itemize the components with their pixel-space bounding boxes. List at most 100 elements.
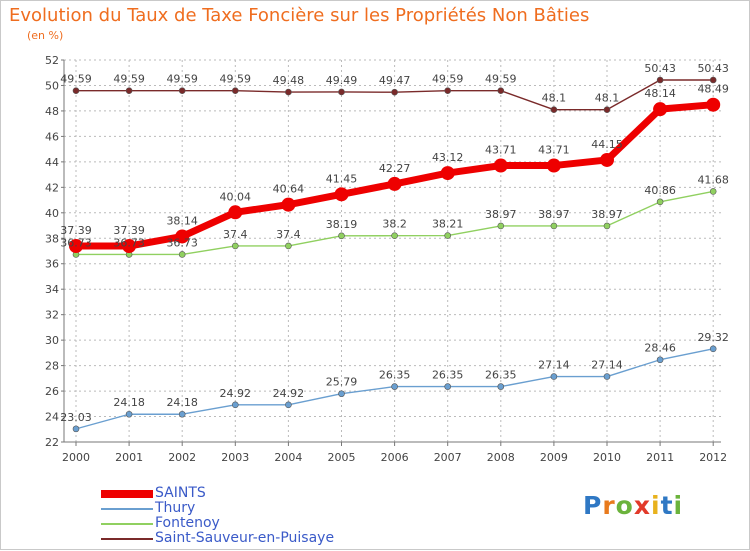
data-point-saint-sauveur-en-puisaye [178, 87, 186, 94]
data-label-saints: 37.39 [113, 224, 145, 237]
data-point-saints [387, 176, 402, 191]
data-point-thury [497, 383, 505, 390]
data-point-thury [709, 345, 717, 353]
y-tick-label: 38 [45, 232, 59, 245]
data-point-saints [653, 102, 668, 117]
legend-swatch [101, 490, 153, 498]
y-tick-label: 44 [45, 156, 59, 169]
data-point-saint-sauveur-en-puisaye [603, 106, 611, 113]
data-point-thury [125, 410, 133, 418]
data-label-fontenoy: 37.4 [276, 228, 301, 241]
logo-letter: i [673, 491, 684, 520]
data-label-saint-sauveur-en-puisaye: 49.59 [485, 73, 517, 86]
data-label-saints: 43.71 [538, 144, 570, 157]
data-point-fontenoy [656, 198, 664, 206]
data-point-fontenoy [338, 232, 345, 240]
data-label-saint-sauveur-en-puisaye: 49.47 [379, 74, 411, 87]
data-point-saints [440, 166, 455, 181]
data-label-saint-sauveur-en-puisaye: 49.59 [166, 73, 198, 86]
data-label-saint-sauveur-en-puisaye: 48.1 [595, 92, 620, 105]
data-label-thury: 24.18 [113, 396, 145, 409]
data-point-fontenoy [285, 242, 292, 250]
data-label-thury: 27.14 [538, 359, 570, 372]
x-tick-label: 2003 [221, 451, 249, 464]
data-point-saint-sauveur-en-puisaye [72, 87, 80, 94]
data-label-fontenoy: 38.97 [485, 208, 517, 221]
data-point-fontenoy [709, 188, 717, 195]
x-tick-label: 2005 [328, 451, 356, 464]
data-point-thury [232, 401, 239, 409]
data-point-fontenoy [497, 222, 505, 230]
data-point-fontenoy [444, 232, 452, 239]
data-label-fontenoy: 37.4 [223, 228, 248, 241]
logo-letter: x [633, 491, 651, 520]
data-point-saints [281, 197, 296, 212]
data-label-thury: 28.46 [644, 342, 676, 355]
data-label-thury: 29.32 [697, 331, 729, 344]
data-point-thury [550, 373, 558, 380]
data-point-saints [228, 205, 243, 220]
data-label-thury: 24.92 [273, 387, 305, 400]
data-point-thury [444, 383, 452, 390]
data-point-fontenoy [178, 251, 186, 258]
data-point-saint-sauveur-en-puisaye [391, 88, 398, 96]
x-tick-label: 2010 [593, 451, 621, 464]
y-tick-label: 30 [45, 334, 59, 347]
data-label-saints: 48.49 [697, 83, 729, 96]
data-point-saint-sauveur-en-puisaye [709, 76, 717, 84]
legend-swatch [101, 523, 153, 525]
data-point-saint-sauveur-en-puisaye [125, 87, 133, 94]
data-label-fontenoy: 36.73 [113, 236, 145, 249]
data-point-saints [122, 239, 137, 254]
data-label-saint-sauveur-en-puisaye: 50.43 [697, 62, 729, 75]
data-label-saint-sauveur-en-puisaye: 49.59 [220, 73, 252, 86]
x-tick-label: 2011 [646, 451, 674, 464]
data-point-saint-sauveur-en-puisaye [497, 87, 505, 94]
x-tick-label: 2012 [699, 451, 727, 464]
y-tick-label: 24 [45, 411, 59, 424]
data-label-saint-sauveur-en-puisaye: 49.59 [432, 73, 464, 86]
data-label-fontenoy: 36.73 [60, 236, 92, 249]
data-label-fontenoy: 38.21 [432, 218, 464, 231]
data-point-thury [656, 356, 664, 364]
x-tick-label: 2001 [115, 451, 143, 464]
data-label-saint-sauveur-en-puisaye: 48.1 [542, 92, 567, 105]
data-label-saints: 41.45 [326, 172, 358, 185]
y-tick-label: 32 [45, 309, 59, 322]
x-tick-label: 2004 [274, 451, 302, 464]
data-label-fontenoy: 38.2 [382, 218, 407, 231]
data-point-saint-sauveur-en-puisaye [285, 88, 292, 96]
y-tick-label: 50 [45, 79, 59, 92]
y-tick-label: 28 [45, 360, 59, 373]
data-point-thury [338, 390, 345, 398]
data-label-saint-sauveur-en-puisaye: 49.49 [326, 74, 358, 87]
data-label-thury: 24.18 [166, 396, 198, 409]
y-tick-label: 48 [45, 105, 59, 118]
data-point-thury [72, 425, 80, 433]
data-label-thury: 24.92 [220, 387, 252, 400]
data-label-thury: 26.35 [485, 369, 517, 382]
data-point-thury [285, 401, 292, 409]
legend-label: Saint-Sauveur-en-Puisaye [155, 530, 335, 546]
x-tick-label: 2002 [168, 451, 196, 464]
data-point-saints [600, 152, 614, 167]
data-label-saint-sauveur-en-puisaye: 49.59 [60, 73, 92, 86]
y-tick-label: 22 [45, 436, 59, 449]
data-point-saints [706, 97, 721, 112]
data-label-saints: 43.12 [432, 151, 464, 164]
y-tick-label: 42 [45, 181, 59, 194]
data-label-saints: 38.14 [166, 214, 198, 227]
data-label-fontenoy: 38.19 [326, 218, 358, 231]
data-label-saints: 42.27 [379, 162, 411, 175]
x-tick-label: 2006 [381, 451, 409, 464]
data-label-saints: 48.14 [644, 87, 676, 100]
data-point-thury [178, 410, 186, 418]
data-label-saints: 40.64 [273, 183, 305, 196]
data-point-thury [603, 373, 611, 380]
legend-label: Fontenoy [155, 515, 220, 531]
x-tick-label: 2009 [540, 451, 568, 464]
data-label-fontenoy: 38.97 [538, 208, 570, 221]
data-point-saint-sauveur-en-puisaye [444, 87, 452, 94]
